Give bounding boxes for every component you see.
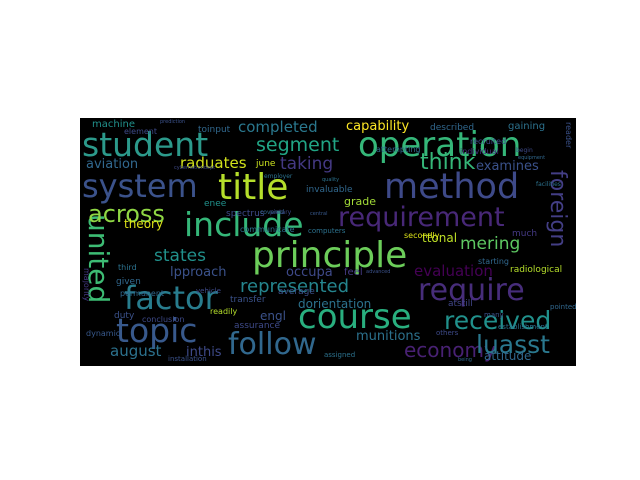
word-cybernationdept: cybernationdept — [174, 165, 216, 171]
word-follow: follow — [228, 327, 317, 362]
word-covered: covered — [260, 209, 285, 216]
word-reader: reader — [564, 122, 573, 149]
word-title: title — [218, 167, 289, 208]
word-much: much — [512, 229, 538, 239]
word-starting: starting — [478, 257, 510, 266]
word-student: student — [82, 125, 209, 164]
word-system: system — [82, 167, 198, 205]
word-quality: quality — [322, 177, 340, 183]
word-radiological: radiological — [510, 265, 563, 275]
word-gaining: gaining — [508, 121, 546, 132]
word-economy: economy — [404, 338, 496, 362]
word-principle: principle — [252, 235, 408, 276]
word-described: described — [430, 123, 475, 133]
word-prediction: prediction — [160, 119, 186, 125]
word-occupa: occupa — [286, 265, 333, 280]
word-attitude: attitude — [484, 349, 532, 363]
word-employer: employer — [264, 173, 293, 180]
word-recruited: recruited — [470, 137, 507, 146]
word-atstill: atstill — [448, 299, 473, 309]
word-many: many — [484, 311, 504, 319]
word-theory: theory — [124, 217, 164, 231]
word-readily: readily — [210, 307, 238, 316]
word-across: across — [88, 200, 165, 228]
word-secondly: secondly — [404, 231, 440, 240]
word-june: june — [256, 159, 276, 169]
word-think: think — [420, 150, 476, 175]
word-segment: segment — [256, 134, 340, 156]
word-begin: begin — [516, 147, 533, 154]
word-examines: examines — [476, 159, 539, 174]
word-mering: mering — [460, 234, 521, 254]
word-central: central — [310, 211, 328, 217]
word-method: method — [384, 167, 520, 207]
word-munitions: munitions — [356, 329, 421, 344]
word-duty: duty — [114, 311, 135, 321]
word-average: average — [278, 287, 315, 297]
word-pointed: pointed — [550, 303, 576, 311]
word-individual: individual — [460, 147, 499, 156]
word-enee: enee — [204, 199, 227, 209]
word-conclusion: conclusion — [142, 315, 185, 324]
word-received: received — [444, 306, 552, 335]
word-given: given — [116, 277, 141, 287]
word-course: course — [298, 297, 412, 337]
word-grade: grade — [344, 195, 376, 208]
word-advanced: advanced — [366, 269, 391, 275]
word-attempting: attempting — [376, 145, 421, 154]
word-machine: machine — [92, 119, 135, 130]
word-dorientation: dorientation — [298, 297, 372, 311]
word-being: being — [458, 357, 472, 363]
word-represented: represented — [240, 276, 350, 297]
word-vehicle: vehicle — [196, 287, 221, 295]
word-august: august — [110, 342, 162, 360]
word-communicate: communicate — [240, 225, 295, 234]
word-evaluation: evaluation — [414, 262, 493, 280]
word-factor: factor — [124, 279, 218, 317]
word-dynamic: dynamic — [86, 329, 121, 338]
word-ttonal: ttonal — [422, 231, 458, 245]
word-operation: operation — [358, 125, 522, 165]
word-include: include — [184, 205, 304, 244]
word-feel: feel — [344, 267, 363, 278]
word-element: element — [124, 127, 157, 136]
word-spectrus: spectrus — [226, 209, 265, 219]
word-requirement: requirement — [338, 202, 505, 233]
word-assurance: assurance — [234, 321, 281, 331]
word-installation: installation — [168, 355, 207, 363]
word-pietary: pietary — [270, 209, 292, 216]
word-majority: majority — [82, 268, 91, 302]
word-capability: capability — [346, 119, 410, 134]
word-completed: completed — [238, 118, 318, 136]
word-transfer: transfer — [230, 295, 266, 305]
word-require: require — [418, 273, 525, 308]
word-cloud: operation student system title method in… — [80, 118, 576, 366]
word-equipment: equipment — [518, 155, 546, 161]
word-others: others — [436, 329, 459, 337]
word-establishment: establishment — [498, 323, 548, 331]
word-raduates: raduates — [180, 154, 247, 172]
word-taking: taking — [280, 154, 334, 174]
word-engl: engl — [260, 309, 286, 323]
word-states: states — [154, 246, 206, 266]
word-luasst: luasst — [476, 330, 550, 359]
word-computers: computers — [308, 227, 346, 235]
word-third: third — [118, 263, 137, 272]
word-united: united — [82, 214, 115, 304]
word-facilities: facilities — [536, 181, 561, 188]
word-inthis: inthis — [186, 345, 222, 360]
word-foreign: foreign — [545, 170, 570, 248]
word-assigned: assigned — [324, 351, 356, 359]
word-aviation: aviation — [86, 157, 139, 172]
word-topic: topic — [116, 311, 198, 350]
word-invaluable: invaluable — [306, 185, 353, 195]
word-toinput: toinput — [198, 125, 231, 135]
word-lpproach: lpproach — [170, 265, 227, 280]
word-permanent: permanent — [120, 289, 165, 298]
